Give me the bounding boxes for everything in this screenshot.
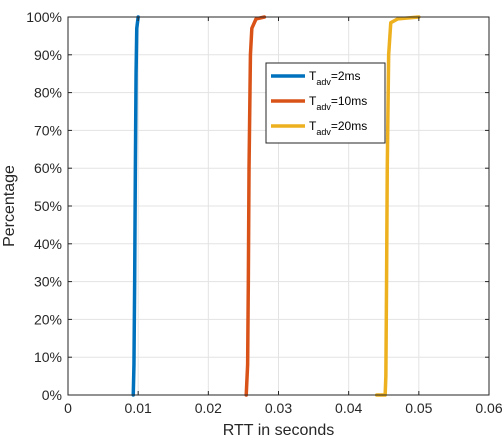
series-line-3 (374, 15, 421, 397)
y-tick-label: 20% (34, 311, 62, 327)
y-tick-label: 0% (42, 387, 62, 403)
axis-ticks: 0 0.01 0.02 0.03 0.04 0.05 0.06 0% 10% 20% 30% 40% 5… (26, 9, 503, 416)
series-line-2 (244, 15, 267, 397)
x-tick-label: 0 (64, 400, 72, 416)
legend-entry-label: Tadv=10ms (309, 94, 367, 112)
y-tick-label: 100% (26, 9, 62, 25)
x-tick-label: 0.06 (475, 400, 502, 416)
y-tick-label: 80% (34, 85, 62, 101)
legend-entry-label: Tadv=20ms (309, 119, 367, 137)
y-tick-label: 30% (34, 274, 62, 290)
series-line-1 (131, 15, 140, 397)
series-layer (131, 15, 421, 397)
y-tick-label: 50% (34, 198, 62, 214)
legend: Tadv=2ms Tadv=10ms Tadv=20ms (265, 62, 386, 144)
x-tick-label: 0.05 (405, 400, 432, 416)
y-tick-label: 40% (34, 236, 62, 252)
x-tick-label: 0.02 (195, 400, 222, 416)
y-tick-label: 10% (34, 349, 62, 365)
x-tick-label: 0.03 (265, 400, 292, 416)
x-tick-label: 0.01 (125, 400, 152, 416)
x-tick-label: 0.04 (335, 400, 362, 416)
legend-entry-label: Tadv=2ms (309, 69, 361, 87)
y-tick-label: 90% (34, 47, 62, 63)
y-tick-label: 70% (34, 122, 62, 138)
y-tick-label: 60% (34, 160, 62, 176)
y-axis-label: Percentage (1, 165, 18, 247)
x-axis-label: RTT in seconds (223, 422, 334, 439)
